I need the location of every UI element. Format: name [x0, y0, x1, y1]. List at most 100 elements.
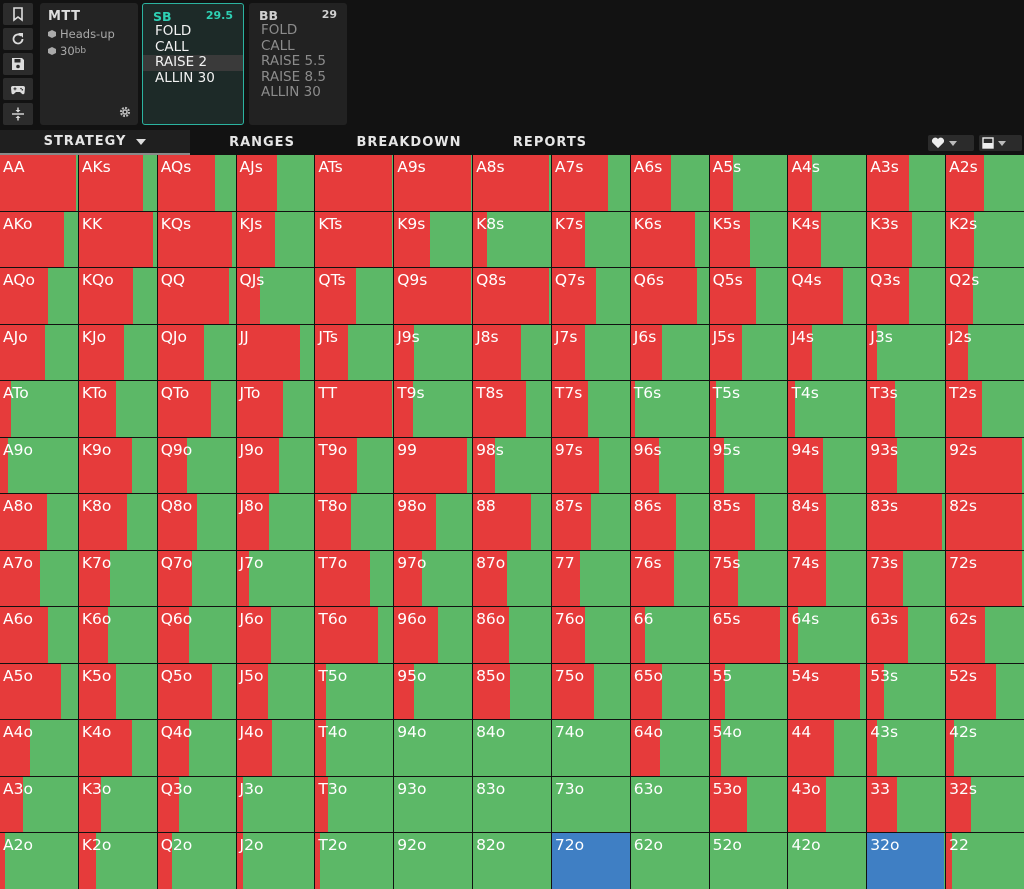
gear-icon[interactable]	[118, 105, 132, 119]
hand-cell[interactable]: A9o	[0, 437, 78, 494]
hand-cell[interactable]: T6s	[630, 381, 709, 437]
hand-cell[interactable]: K5s	[709, 211, 788, 268]
hand-cell[interactable]: ATs	[315, 155, 394, 211]
hand-cell[interactable]: J8s	[473, 324, 551, 381]
hand-cell[interactable]: A8s	[473, 155, 551, 211]
hand-cell[interactable]: Q6o	[157, 607, 236, 663]
hand-cell[interactable]: 76o	[551, 607, 630, 663]
hand-cell[interactable]: 73o	[551, 776, 630, 833]
hand-cell[interactable]: Q4o	[157, 720, 236, 776]
hand-cell[interactable]: A2o	[0, 833, 78, 889]
hand-cell[interactable]: K4s	[788, 211, 867, 268]
hand-cell[interactable]: 64o	[630, 720, 709, 776]
hand-cell[interactable]: 94o	[394, 720, 473, 776]
hand-cell[interactable]: Q7o	[157, 550, 236, 607]
hand-cell[interactable]: A9s	[394, 155, 473, 211]
position-panel-bb[interactable]: BB 29 FOLD CALL RAISE 5.5 RAISE 8.5 ALLI…	[249, 3, 347, 125]
hand-cell[interactable]: 44	[788, 720, 867, 776]
bookmark-button[interactable]	[3, 3, 33, 25]
hand-cell[interactable]: A5s	[709, 155, 788, 211]
hand-cell[interactable]: J8o	[236, 494, 315, 550]
hand-cell[interactable]: QJo	[157, 324, 236, 381]
hand-cell[interactable]: 96s	[630, 437, 709, 494]
hand-cell[interactable]: J7o	[236, 550, 315, 607]
hand-cell[interactable]: K7s	[551, 211, 630, 268]
hand-cell[interactable]: J9o	[236, 437, 315, 494]
hand-cell[interactable]: AQs	[157, 155, 236, 211]
hand-cell[interactable]: T4o	[315, 720, 394, 776]
hand-cell[interactable]: 83s	[867, 494, 946, 550]
hand-cell[interactable]: 72o	[551, 833, 630, 889]
action-raise[interactable]: RAISE 2	[143, 54, 243, 71]
hand-cell[interactable]: 98o	[394, 494, 473, 550]
hand-cell[interactable]: 94s	[788, 437, 867, 494]
hand-cell[interactable]: J6o	[236, 607, 315, 663]
hand-cell[interactable]: Q7s	[551, 268, 630, 324]
hand-cell[interactable]: T8o	[315, 494, 394, 550]
hand-cell[interactable]: T3o	[315, 776, 394, 833]
tab-breakdown[interactable]: BREAKDOWN	[356, 135, 462, 150]
action-allin[interactable]: ALLIN 30	[261, 84, 321, 100]
hand-cell[interactable]: 99	[394, 437, 473, 494]
hand-cell[interactable]: K3o	[78, 776, 157, 833]
hand-cell[interactable]: Q8o	[157, 494, 236, 550]
hand-cell[interactable]: 82s	[946, 494, 1024, 550]
hand-cell[interactable]: JTo	[236, 381, 315, 437]
hand-cell[interactable]: KJo	[78, 324, 157, 381]
hand-cell[interactable]: AQo	[0, 268, 78, 324]
hand-cell[interactable]: A6o	[0, 607, 78, 663]
hand-cell[interactable]: T9s	[394, 381, 473, 437]
hand-cell[interactable]: K6o	[78, 607, 157, 663]
hand-cell[interactable]: QTo	[157, 381, 236, 437]
hand-cell[interactable]: KTs	[315, 211, 394, 268]
hand-cell[interactable]: KQo	[78, 268, 157, 324]
hand-cell[interactable]: K2s	[946, 211, 1024, 268]
hand-cell[interactable]: Q3s	[867, 268, 946, 324]
hand-cell[interactable]: T5o	[315, 663, 394, 720]
hand-cell[interactable]: 64s	[788, 607, 867, 663]
hand-cell[interactable]: J4s	[788, 324, 867, 381]
hand-cell[interactable]: J5s	[709, 324, 788, 381]
hand-cell[interactable]: A5o	[0, 663, 78, 720]
hand-cell[interactable]: T7o	[315, 550, 394, 607]
hand-cell[interactable]: K4o	[78, 720, 157, 776]
action-fold[interactable]: FOLD	[261, 22, 298, 38]
hand-cell[interactable]: Q4s	[788, 268, 867, 324]
hand-cell[interactable]: 22	[946, 833, 1024, 889]
hand-cell[interactable]: A2s	[946, 155, 1024, 211]
hand-cell[interactable]: 95o	[394, 663, 473, 720]
game-button[interactable]	[3, 78, 33, 100]
hand-cell[interactable]: 87o	[473, 550, 551, 607]
hand-cell[interactable]: J2o	[236, 833, 315, 889]
hand-cell[interactable]: 86o	[473, 607, 551, 663]
hand-cell[interactable]: A8o	[0, 494, 78, 550]
hand-cell[interactable]: QJs	[236, 268, 315, 324]
hand-cell[interactable]: A7o	[0, 550, 78, 607]
hand-cell[interactable]: 65s	[709, 607, 788, 663]
hand-cell[interactable]: 93s	[867, 437, 946, 494]
hand-cell[interactable]: AKs	[78, 155, 157, 211]
hand-cell[interactable]: K5o	[78, 663, 157, 720]
hand-cell[interactable]: A4s	[788, 155, 867, 211]
hand-cell[interactable]: T2o	[315, 833, 394, 889]
hand-cell[interactable]: A4o	[0, 720, 78, 776]
hand-cell[interactable]: 54s	[788, 663, 867, 720]
hand-cell[interactable]: 63s	[867, 607, 946, 663]
hand-cell[interactable]: Q9o	[157, 437, 236, 494]
hand-cell[interactable]: J9s	[394, 324, 473, 381]
hand-cell[interactable]: 75o	[551, 663, 630, 720]
hand-cell[interactable]: Q6s	[630, 268, 709, 324]
hand-cell[interactable]: 86s	[630, 494, 709, 550]
hand-cell[interactable]: Q2s	[946, 268, 1024, 324]
hand-cell[interactable]: 93o	[394, 776, 473, 833]
hand-cell[interactable]: 32o	[867, 833, 946, 889]
hand-cell[interactable]: J3s	[867, 324, 946, 381]
hand-cell[interactable]: T4s	[788, 381, 867, 437]
hand-cell[interactable]: 77	[551, 550, 630, 607]
hand-cell[interactable]: 42o	[788, 833, 867, 889]
hand-cell[interactable]: AA	[0, 155, 78, 211]
hand-cell[interactable]: K7o	[78, 550, 157, 607]
action-call[interactable]: CALL	[155, 38, 189, 55]
hand-cell[interactable]: Q3o	[157, 776, 236, 833]
hand-cell[interactable]: QTs	[315, 268, 394, 324]
